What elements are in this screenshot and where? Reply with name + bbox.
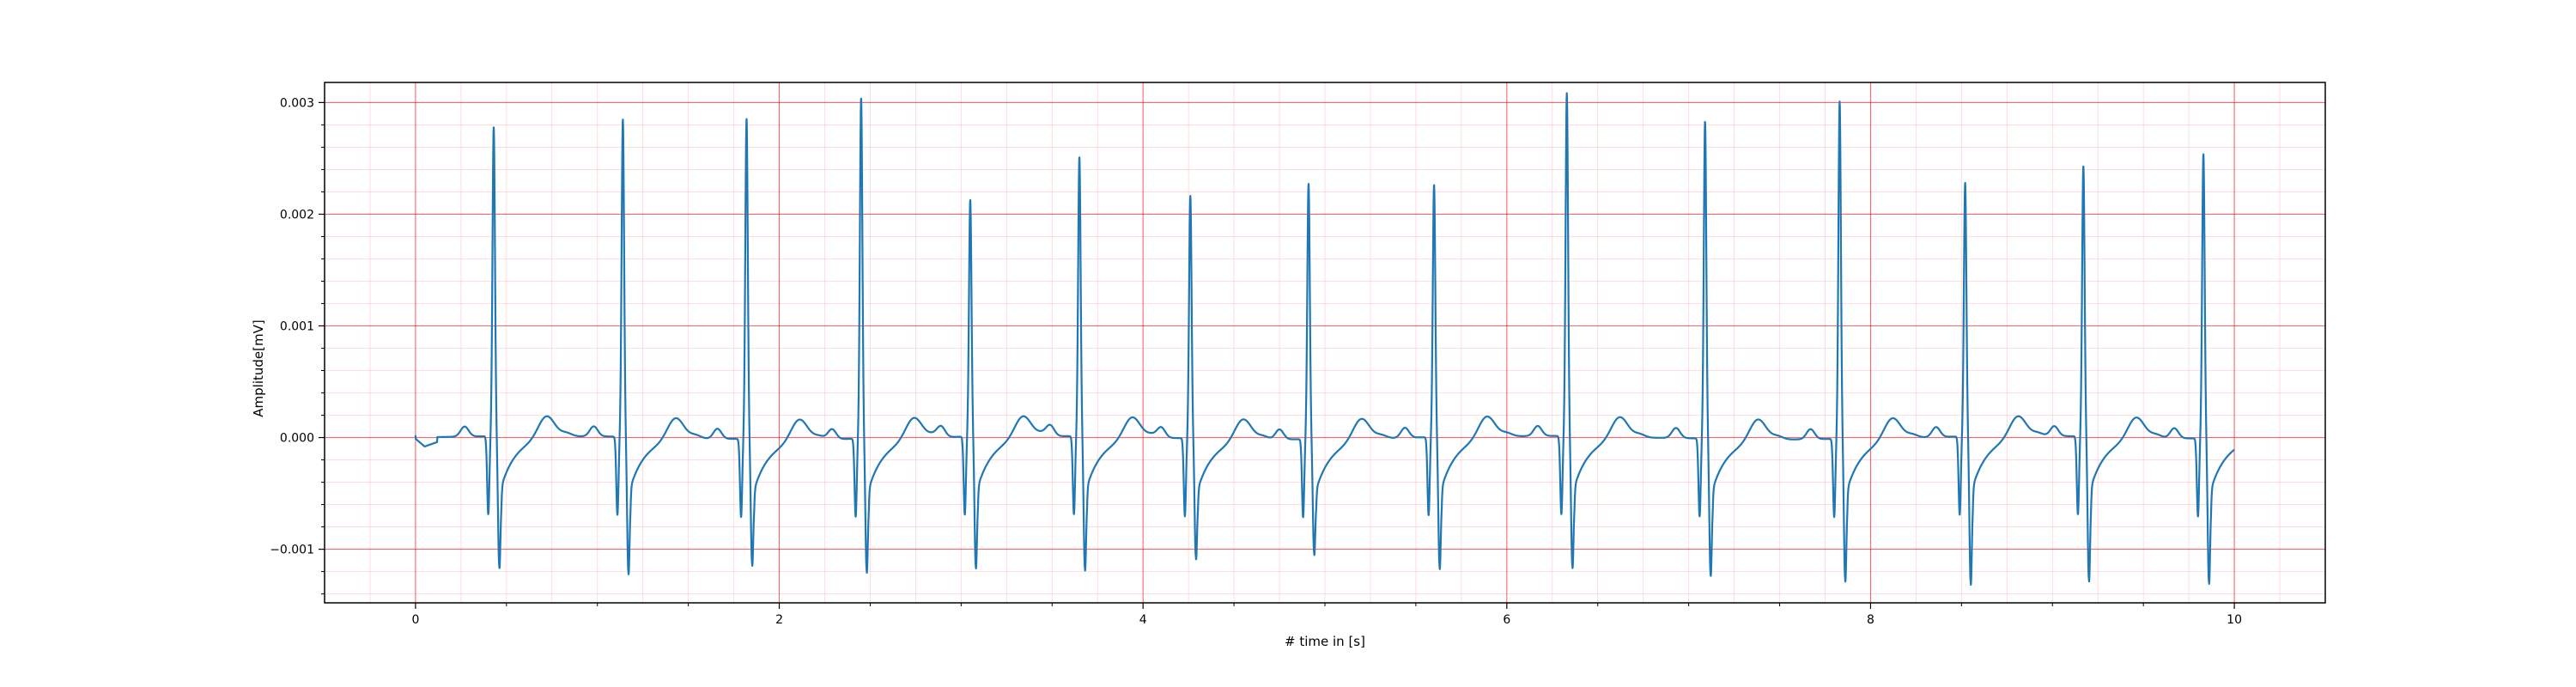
x-tick-label: 8 <box>1867 613 1874 627</box>
y-axis-label: Amplitude[mV] <box>251 319 266 416</box>
y-tick-label: −0.001 <box>270 544 314 557</box>
y-axis-ticks: −0.001 0.000 0.001 0.002 0.003 <box>270 96 325 593</box>
x-tick-label: 6 <box>1503 613 1510 627</box>
y-tick-label: 0.002 <box>280 208 314 222</box>
x-tick-label: 4 <box>1139 613 1147 627</box>
y-tick-label: 0.001 <box>280 319 314 333</box>
x-tick-label: 2 <box>775 613 783 627</box>
x-tick-label: 0 <box>411 613 419 627</box>
y-tick-label: 0.000 <box>280 432 314 446</box>
y-tick-label: 0.003 <box>280 96 314 110</box>
x-axis-label: # time in [s] <box>1285 634 1365 649</box>
x-axis-ticks: 0 2 4 6 8 10 <box>411 603 2242 627</box>
x-tick-label: 10 <box>2227 613 2242 627</box>
